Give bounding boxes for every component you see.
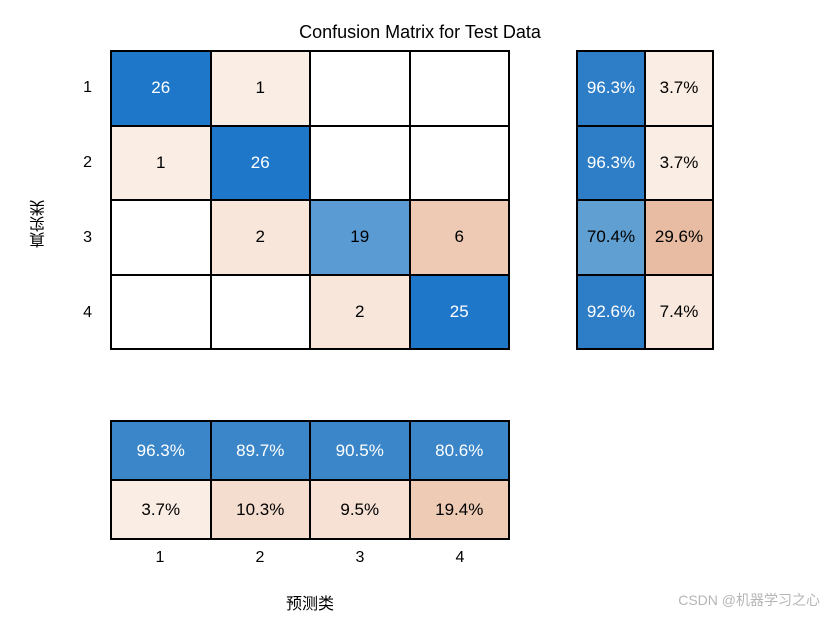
matrix-cell <box>111 200 211 275</box>
x-tick: 1 <box>110 545 210 570</box>
row-summary-cell: 3.7% <box>645 126 713 201</box>
col-summary-cell: 3.7% <box>111 480 211 539</box>
y-tick-labels: 1 2 3 4 <box>70 50 100 350</box>
matrix-cell: 19 <box>310 200 410 275</box>
matrix-cell: 26 <box>111 51 211 126</box>
watermark-text: CSDN @机器学习之心 <box>678 590 820 610</box>
y-tick: 1 <box>70 50 100 125</box>
row-summary-cell: 7.4% <box>645 275 713 350</box>
col-summary-cell: 80.6% <box>410 421 510 480</box>
row-summary-cell: 96.3% <box>577 51 645 126</box>
confusion-matrix-main: 2611262196225 <box>110 50 510 350</box>
row-summary-cell: 96.3% <box>577 126 645 201</box>
row-summary-cell: 92.6% <box>577 275 645 350</box>
matrix-cell <box>111 275 211 350</box>
matrix-cell <box>211 275 311 350</box>
matrix-cell <box>410 126 510 201</box>
y-axis-label: 真实类 <box>28 200 52 248</box>
x-axis-label-text: 预测类 <box>286 596 334 613</box>
column-summary-panel: 96.3%89.7%90.5%80.6% 3.7%10.3%9.5%19.4% <box>110 420 510 540</box>
col-summary-cell: 90.5% <box>310 421 410 480</box>
matrix-cell: 2 <box>310 275 410 350</box>
x-tick: 3 <box>310 545 410 570</box>
row-summary-panel: 96.3%3.7%96.3%3.7%70.4%29.6%92.6%7.4% <box>576 50 714 350</box>
figure: Confusion Matrix for Test Data 真实类 1 2 3… <box>0 0 840 630</box>
col-summary-cell: 96.3% <box>111 421 211 480</box>
chart-title: Confusion Matrix for Test Data <box>0 22 840 43</box>
matrix-cell: 6 <box>410 200 510 275</box>
matrix-cell: 1 <box>111 126 211 201</box>
matrix-cell <box>410 51 510 126</box>
matrix-cell: 26 <box>211 126 311 201</box>
matrix-cell: 25 <box>410 275 510 350</box>
y-tick: 4 <box>70 275 100 350</box>
matrix-cell <box>310 126 410 201</box>
x-tick: 4 <box>410 545 510 570</box>
matrix-cell: 2 <box>211 200 311 275</box>
col-summary-cell: 9.5% <box>310 480 410 539</box>
y-tick: 2 <box>70 125 100 200</box>
row-summary-cell: 3.7% <box>645 51 713 126</box>
row-summary-cell: 70.4% <box>577 200 645 275</box>
col-summary-cell: 10.3% <box>211 480 311 539</box>
y-tick: 3 <box>70 200 100 275</box>
matrix-cell: 1 <box>211 51 311 126</box>
col-summary-cell: 19.4% <box>410 480 510 539</box>
col-summary-cell: 89.7% <box>211 421 311 480</box>
matrix-cell <box>310 51 410 126</box>
x-tick: 2 <box>210 545 310 570</box>
row-summary-cell: 29.6% <box>645 200 713 275</box>
x-tick-labels: 1 2 3 4 <box>110 545 510 570</box>
